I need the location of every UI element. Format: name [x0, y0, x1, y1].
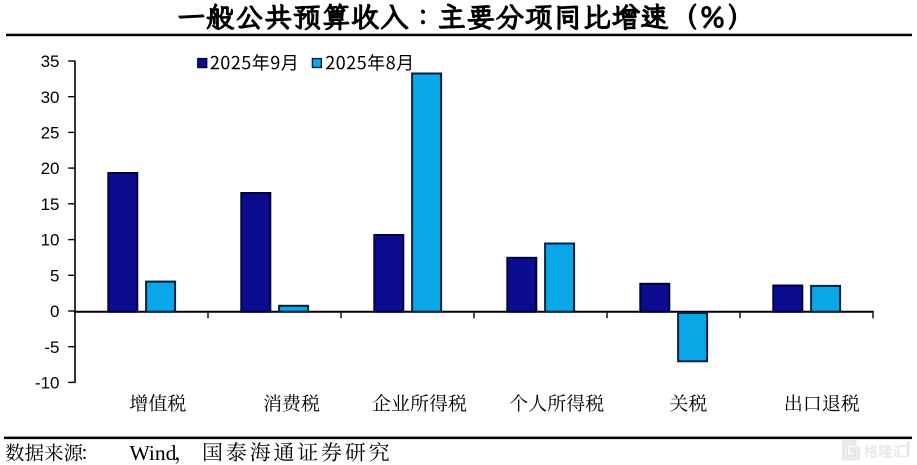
svg-text:15: 15	[41, 195, 60, 214]
svg-text:5: 5	[50, 266, 59, 285]
svg-text:0: 0	[50, 302, 59, 321]
svg-text:35: 35	[41, 52, 60, 71]
svg-text:-10: -10	[35, 374, 60, 393]
svg-text:30: 30	[41, 88, 60, 107]
svg-text:25: 25	[41, 124, 60, 143]
svg-text:20: 20	[41, 159, 60, 178]
svg-text:-5: -5	[44, 338, 59, 357]
svg-text:10: 10	[41, 231, 60, 250]
svg-text:Wind: Wind	[130, 441, 177, 465]
